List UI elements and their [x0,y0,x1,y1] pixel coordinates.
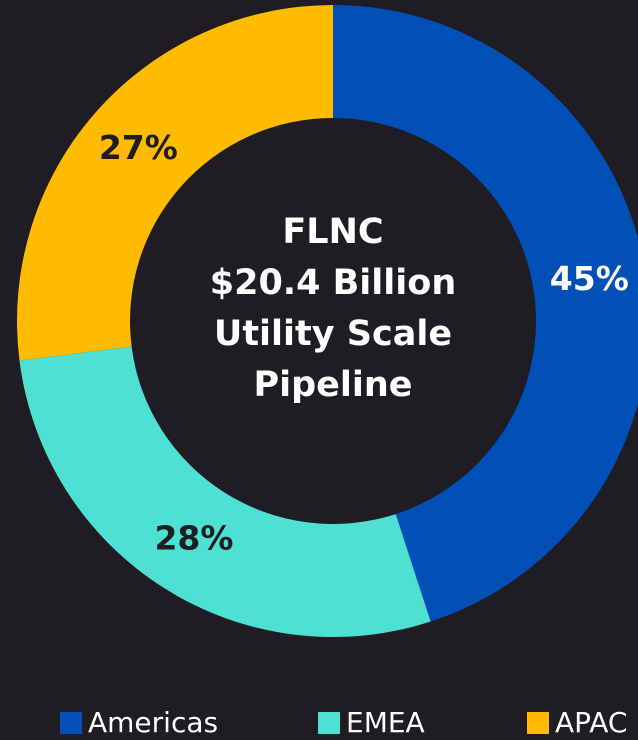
center-text: Utility Scale [214,314,452,354]
legend-swatch [527,712,549,734]
value-label: 45% [550,259,629,298]
legend-label: EMEA [346,706,425,739]
legend-label: Americas [88,706,218,739]
center-text: $20.4 Billion [210,263,457,303]
donut-slice [19,346,431,637]
donut-slice [16,5,333,361]
value-label: 28% [154,519,233,558]
legend-label: APAC [555,706,627,739]
center-text: Pipeline [253,365,412,405]
donut-slice [333,5,638,622]
legend-swatch [318,712,340,734]
legend-swatch [60,712,82,734]
value-label: 27% [99,128,178,167]
center-text: FLNC [282,212,383,252]
